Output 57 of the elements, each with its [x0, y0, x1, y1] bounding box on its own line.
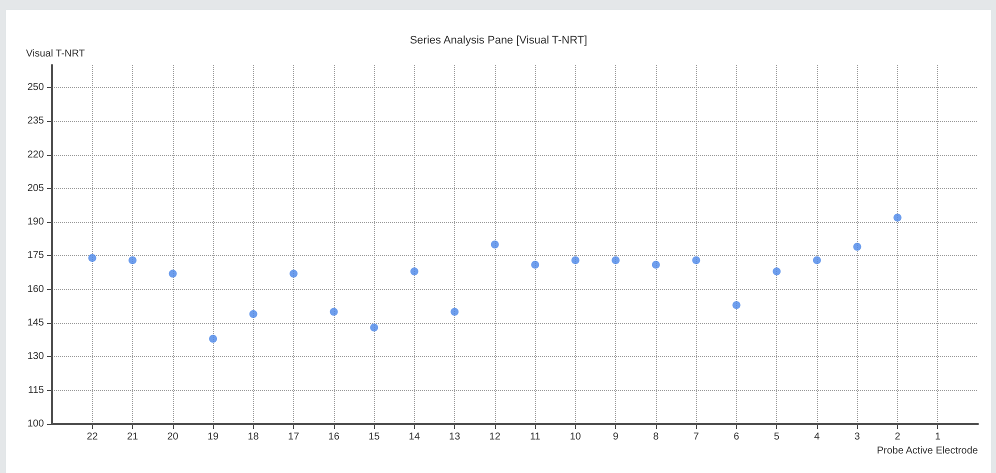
- chart-title: Series Analysis Pane [Visual T-NRT]: [410, 34, 588, 46]
- x-tick-label: 10: [570, 432, 582, 442]
- x-tick-label: 20: [167, 432, 179, 442]
- point: [692, 256, 700, 264]
- x-axis-title: Probe Active Electrode: [876, 446, 978, 456]
- point: [732, 301, 740, 310]
- y-tick-label: 205: [27, 182, 44, 194]
- y-tick-label: 220: [27, 149, 44, 160]
- point: [772, 267, 781, 276]
- x-tick-label: 22: [86, 432, 98, 442]
- point: [128, 256, 137, 264]
- x-tick-label: 19: [207, 432, 220, 442]
- x-tick-label: 13: [449, 432, 461, 442]
- y-axis-title: Visual T-NRT: [26, 48, 85, 60]
- x-tick-label: 1: [934, 432, 941, 442]
- y-tick-label: 190: [27, 216, 44, 228]
- point: [652, 260, 660, 269]
- y-tick-label: 175: [27, 250, 44, 262]
- x-tick-label: 15: [368, 432, 380, 442]
- x-tick-label: 12: [489, 432, 501, 442]
- y-tick-label: 100: [27, 418, 44, 430]
- x-tick-label: 18: [248, 432, 260, 442]
- x-tick-label: 4: [814, 432, 820, 442]
- point: [249, 310, 258, 318]
- x-tick-label: 6: [734, 432, 740, 442]
- point: [370, 324, 378, 332]
- y-tick-label: 130: [27, 351, 44, 362]
- point: [853, 242, 862, 251]
- point: [450, 308, 459, 316]
- y-tick-label: 235: [27, 116, 44, 127]
- point: [168, 270, 177, 278]
- x-tick-label: 21: [126, 432, 139, 442]
- x-tick-label: 9: [612, 432, 619, 442]
- point: [330, 308, 338, 316]
- point: [531, 260, 540, 269]
- y-tick-label: 145: [27, 318, 44, 329]
- point: [410, 267, 418, 276]
- point: [490, 240, 499, 248]
- x-tick-label: 14: [408, 432, 420, 442]
- point: [88, 254, 96, 262]
- x-tick-label: 11: [530, 432, 541, 442]
- x-tick-label: 17: [288, 432, 300, 442]
- x-tick-label: 2: [894, 432, 901, 442]
- point: [612, 256, 620, 264]
- point: [571, 256, 580, 264]
- x-tick-label: 8: [653, 432, 660, 442]
- point: [290, 270, 298, 278]
- y-tick-label: 250: [27, 82, 44, 93]
- y-tick-label: 160: [27, 284, 44, 295]
- point: [209, 334, 218, 343]
- point: [893, 214, 902, 222]
- point: [812, 256, 821, 264]
- x-tick-label: 3: [854, 432, 860, 442]
- x-tick-label: 7: [693, 432, 700, 442]
- x-tick-label: 5: [774, 432, 780, 442]
- y-tick-label: 115: [28, 384, 44, 396]
- x-tick-label: 16: [328, 432, 340, 442]
